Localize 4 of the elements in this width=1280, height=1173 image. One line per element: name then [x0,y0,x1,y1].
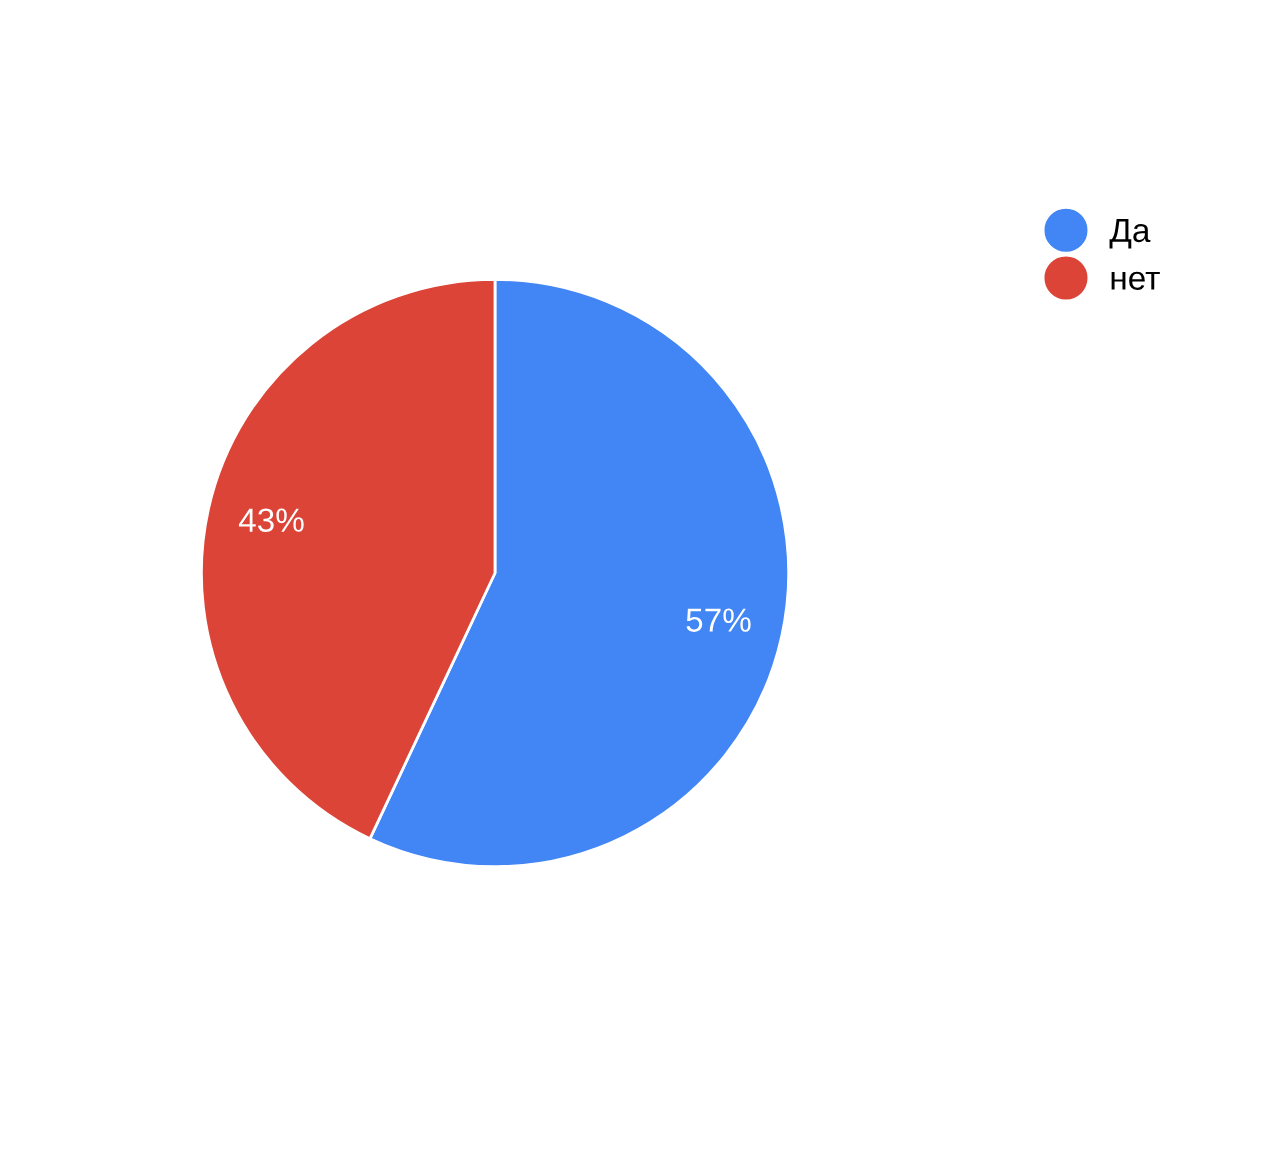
legend-label: нет [1111,271,1160,290]
data-label: 57% [686,608,751,632]
data-label: 43% [238,508,304,532]
legend-label: Да [1109,218,1151,249]
